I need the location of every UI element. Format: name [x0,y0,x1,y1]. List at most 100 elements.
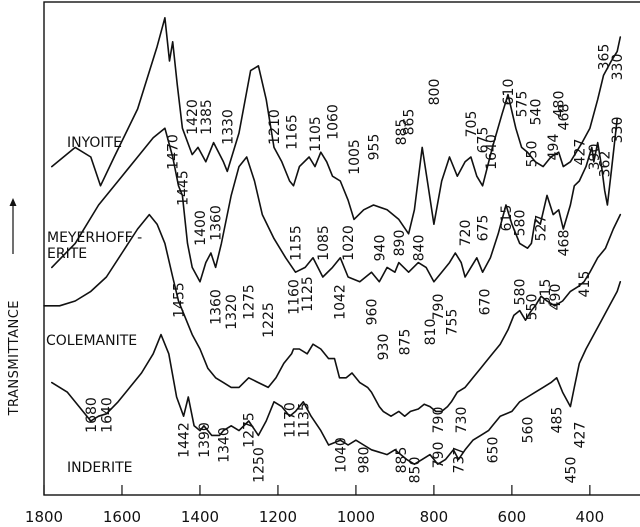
peak-label: 730 [454,407,470,434]
peak-label: 675 [476,215,492,242]
peak-label: 885 [394,119,410,146]
peak-label: 1250 [251,447,267,483]
peak-label: 1225 [261,302,277,338]
peak-label: 575 [515,91,531,118]
peak-label: 1640 [484,134,500,170]
x-tick-label: 1800 [25,508,63,526]
peak-label: 1160 [287,279,303,315]
peak-label: 960 [365,299,381,326]
peak-label: 390 [587,144,603,171]
peak-label: 1360 [209,289,225,325]
x-tick-label: 1000 [337,508,375,526]
peak-label: 330 [610,54,626,81]
peak-label: 610 [501,79,517,106]
peak-label: 885 [394,447,410,474]
peak-label: 580 [513,210,529,237]
peak-label: 615 [499,205,515,232]
peak-label: 480 [552,91,568,118]
spectrum-line-inyoite [51,17,622,235]
peak-label: 755 [444,309,460,336]
peak-label: 580 [513,279,529,306]
series-label-inyoite: INYOITE [67,135,122,151]
peak-label: 427 [572,139,588,166]
peak-label: 790 [431,294,447,321]
peak-label: 490 [548,284,564,311]
peak-label: 560 [521,417,537,444]
plot-frame [43,1,640,496]
peak-label: 1125 [300,276,316,312]
y-axis-arrow [9,198,17,254]
x-tick-label: 600 [498,508,527,526]
peak-label: 705 [464,111,480,138]
series-label-colemanite: COLEMANITE [46,333,137,349]
peak-label: 1442 [177,422,193,458]
peak-label: 1640 [99,397,115,433]
peak-label: 720 [458,220,474,247]
peak-label: 1680 [84,397,100,433]
peak-label: 1320 [224,294,240,330]
spectrum-line-meyerhoff-erite [51,117,618,283]
peak-label: 1400 [193,210,209,246]
spectra-curves [43,17,622,465]
peak-label: 940 [372,235,388,262]
peak-label: 650 [485,437,501,464]
peak-label: 800 [427,79,443,106]
peak-label: 1105 [308,116,324,152]
peak-label: 1385 [199,99,215,135]
peak-label: 1170 [283,402,299,438]
peak-label: 1470 [166,134,182,170]
peak-label: 494 [546,134,562,161]
peak-label: 1330 [220,109,236,145]
peak-label: 1155 [289,225,305,261]
peak-label: 790 [431,407,447,434]
peak-label: 1275 [242,412,258,448]
peak-label: 850 [407,457,423,484]
peak-label: 1340 [216,427,232,463]
peak-label: 675 [476,127,492,154]
peak-label: 515 [538,279,554,306]
x-tick-label: 800 [420,508,449,526]
x-axis-ticks: 1800 1600 1400 1200 1000 800 600 400 [25,485,604,526]
peak-label: 865 [402,109,418,136]
peak-label: 485 [550,407,566,434]
peak-label: 1085 [316,225,332,261]
peak-label: 1420 [185,99,201,135]
peak-label: 1445 [175,170,191,206]
peak-label: 1390 [197,422,213,458]
peak-label: 875 [398,329,414,356]
peak-label: 1135 [296,402,312,438]
peak-label: 550 [524,141,540,168]
peak-label: 1455 [172,282,188,318]
peak-label: 790 [431,442,447,469]
peak-label: 1020 [341,225,357,261]
series-label-inderite: INDERITE [67,460,132,476]
x-tick-label: 1400 [181,508,219,526]
spectrum-line-inderite [51,281,622,465]
y-axis-label: TRANSMITTANCE [7,300,22,416]
peak-label: 955 [367,134,383,161]
peak-label: 1275 [242,284,258,320]
peak-label: 468 [556,104,572,131]
peak-label: 330 [610,117,626,144]
peak-label: 362 [598,151,614,178]
peak-label: 980 [357,447,373,474]
peak-label: 540 [528,99,544,126]
spectrum-line-colemanite [43,213,622,417]
peak-label: 365 [597,44,613,71]
peak-label: 890 [392,230,408,257]
series-label-meyerhofferite-2: ERITE [47,246,87,262]
peak-label: 468 [556,230,572,257]
peak-label: 450 [563,457,579,484]
peak-label: 1360 [209,205,225,241]
peak-label: 810 [423,319,439,346]
peak-label: 1042 [333,284,349,320]
peak-label: 427 [572,422,588,449]
peak-label: 527 [533,215,549,242]
peak-label: 1005 [347,139,363,175]
peak-label: 737 [452,447,468,474]
peak-label: 1040 [333,437,349,473]
peak-label: 1060 [326,104,342,140]
peak-label: 415 [577,271,593,298]
